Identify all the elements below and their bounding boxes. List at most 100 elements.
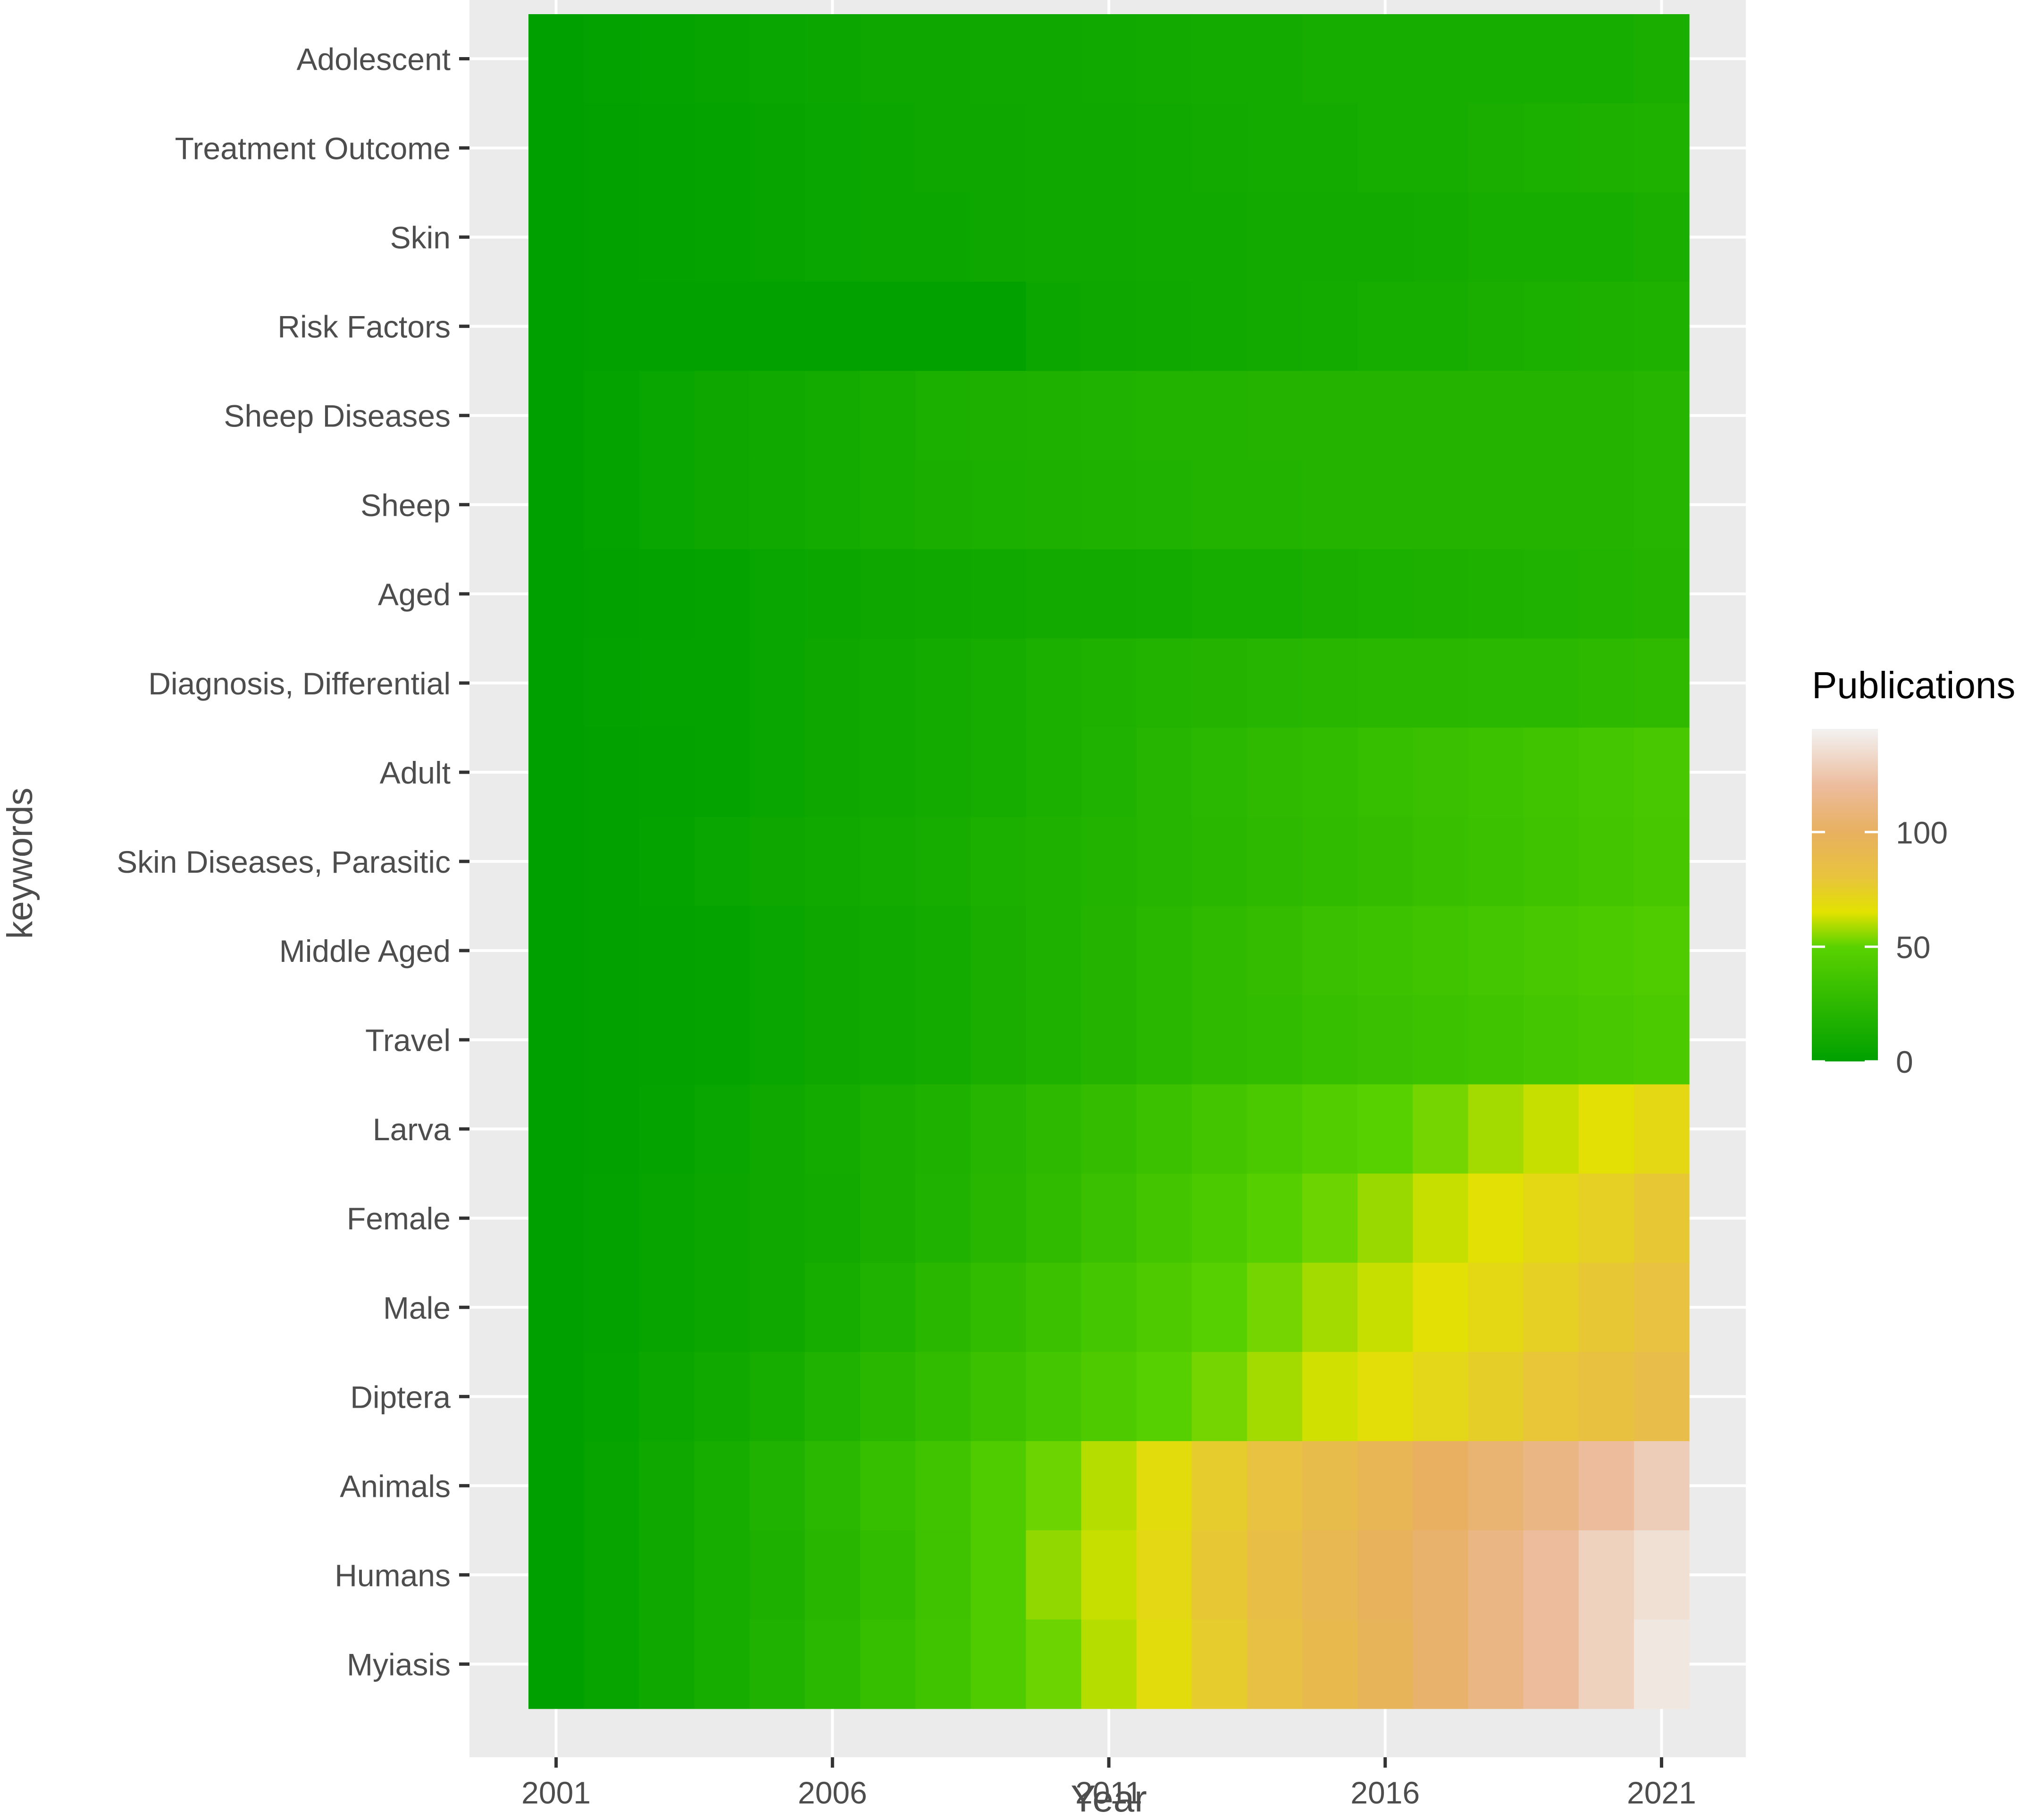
heatmap-cell bbox=[1247, 727, 1303, 818]
y-tick-label: Skin Diseases, Parasitic bbox=[117, 844, 451, 879]
heatmap-cell bbox=[584, 1262, 639, 1352]
heatmap-cell bbox=[584, 1619, 639, 1709]
heatmap-cell bbox=[804, 727, 861, 818]
heatmap-cell bbox=[584, 817, 639, 907]
heatmap-cell bbox=[639, 995, 695, 1085]
heatmap-cell bbox=[584, 995, 639, 1085]
heatmap-cell bbox=[1026, 192, 1082, 282]
heatmap-cell bbox=[1578, 1352, 1634, 1442]
heatmap-cell bbox=[1413, 549, 1469, 639]
heatmap-cell bbox=[528, 638, 584, 728]
heatmap-cell bbox=[1191, 192, 1248, 282]
heatmap-cell bbox=[1634, 371, 1690, 460]
y-tick-label: Female bbox=[347, 1201, 451, 1236]
heatmap-cell bbox=[694, 371, 750, 460]
heatmap-cell bbox=[1191, 727, 1248, 818]
heatmap-cell bbox=[1191, 995, 1248, 1085]
heatmap-cell bbox=[639, 1084, 695, 1174]
y-tick-label: Treatment Outcome bbox=[175, 131, 451, 166]
y-tick-label: Middle Aged bbox=[279, 934, 451, 968]
heatmap-cell bbox=[1468, 906, 1524, 996]
heatmap-cell bbox=[804, 1173, 861, 1263]
heatmap-cell bbox=[1578, 371, 1634, 460]
heatmap-cell bbox=[1523, 995, 1579, 1085]
y-tick-label: Risk Factors bbox=[277, 309, 451, 344]
heatmap-cell bbox=[528, 817, 584, 907]
heatmap-cell bbox=[1302, 460, 1358, 550]
heatmap-cell bbox=[1302, 192, 1358, 282]
heatmap-cell bbox=[804, 1530, 861, 1620]
heatmap-cell bbox=[1413, 1262, 1469, 1352]
heatmap-cell bbox=[860, 549, 916, 639]
heatmap-cell bbox=[804, 371, 861, 460]
heatmap-cell bbox=[1523, 1619, 1579, 1709]
heatmap-cell bbox=[971, 906, 1026, 996]
heatmap-cell bbox=[1523, 192, 1579, 282]
heatmap-cell bbox=[528, 1619, 584, 1709]
heatmap-cell bbox=[1026, 103, 1082, 193]
heatmap-cell bbox=[1413, 1530, 1469, 1620]
heatmap-cell bbox=[1634, 1173, 1690, 1263]
x-tick-label: 2001 bbox=[521, 1775, 591, 1810]
heatmap-cell bbox=[694, 460, 750, 550]
heatmap-cell bbox=[860, 1441, 916, 1531]
heatmap-cell bbox=[1634, 817, 1690, 907]
heatmap-cell bbox=[1357, 1530, 1413, 1620]
heatmap-cell bbox=[528, 1441, 584, 1531]
heatmap-cell bbox=[1523, 371, 1579, 460]
heatmap-cell bbox=[1081, 14, 1137, 104]
heatmap-cell bbox=[1136, 1262, 1192, 1352]
heatmap-cell bbox=[1302, 1262, 1358, 1352]
heatmap-cell bbox=[1136, 638, 1192, 728]
y-tick-label: Travel bbox=[365, 1023, 451, 1058]
heatmap-cell bbox=[639, 1530, 695, 1620]
heatmap-cell bbox=[1523, 14, 1579, 104]
heatmap-cell bbox=[971, 460, 1026, 550]
heatmap-cell bbox=[528, 1262, 584, 1352]
y-tick-label: Skin bbox=[390, 220, 451, 255]
colorbar-tick-label: 50 bbox=[1896, 930, 1930, 965]
heatmap-cell bbox=[1413, 906, 1469, 996]
heatmap-cell bbox=[584, 1352, 639, 1442]
heatmap-cell bbox=[971, 103, 1026, 193]
heatmap-cell bbox=[1136, 371, 1192, 460]
x-axis-title: Year bbox=[1071, 1778, 1147, 1820]
heatmap-cell bbox=[915, 460, 971, 550]
heatmap-cell bbox=[639, 817, 695, 907]
x-tick-label: 2016 bbox=[1350, 1775, 1420, 1810]
heatmap-cell bbox=[915, 1352, 971, 1442]
heatmap-cell bbox=[1026, 460, 1082, 550]
heatmap-cell bbox=[971, 1084, 1026, 1174]
heatmap-cell bbox=[1357, 1619, 1413, 1709]
heatmap-cell bbox=[1523, 1173, 1579, 1263]
heatmap-cell bbox=[1302, 727, 1358, 818]
heatmap-cell bbox=[915, 1173, 971, 1263]
heatmap-cell bbox=[694, 1352, 750, 1442]
heatmap-cell bbox=[1136, 1619, 1192, 1709]
heatmap-cell bbox=[1081, 103, 1137, 193]
heatmap-cell bbox=[1634, 282, 1690, 371]
heatmap-cell bbox=[639, 1441, 695, 1531]
heatmap-cell bbox=[1247, 1352, 1303, 1442]
heatmap-cell bbox=[860, 906, 916, 996]
heatmap-cell bbox=[1578, 906, 1634, 996]
heatmap-cell bbox=[1136, 14, 1192, 104]
heatmap-cell bbox=[915, 995, 971, 1085]
heatmap-cell bbox=[1634, 460, 1690, 550]
heatmap-cell bbox=[1523, 460, 1579, 550]
x-axis: 2001 2006 2011 2016 2021 bbox=[521, 1757, 1696, 1810]
heatmap-cell bbox=[860, 1173, 916, 1263]
heatmap-cell bbox=[1191, 1173, 1248, 1263]
heatmap-cell bbox=[694, 1262, 750, 1352]
heatmap-cell bbox=[1578, 1084, 1634, 1174]
heatmap-cell bbox=[804, 1084, 861, 1174]
heatmap-cell bbox=[860, 1352, 916, 1442]
heatmap-cell bbox=[1136, 1173, 1192, 1263]
heatmap-cell bbox=[1357, 460, 1413, 550]
y-tick-label: Male bbox=[383, 1290, 451, 1325]
heatmap-cell bbox=[528, 103, 584, 193]
heatmap-cell bbox=[1136, 282, 1192, 371]
heatmap-cell bbox=[1578, 14, 1634, 104]
heatmap-cell bbox=[1357, 995, 1413, 1085]
heatmap-cell bbox=[749, 282, 805, 371]
